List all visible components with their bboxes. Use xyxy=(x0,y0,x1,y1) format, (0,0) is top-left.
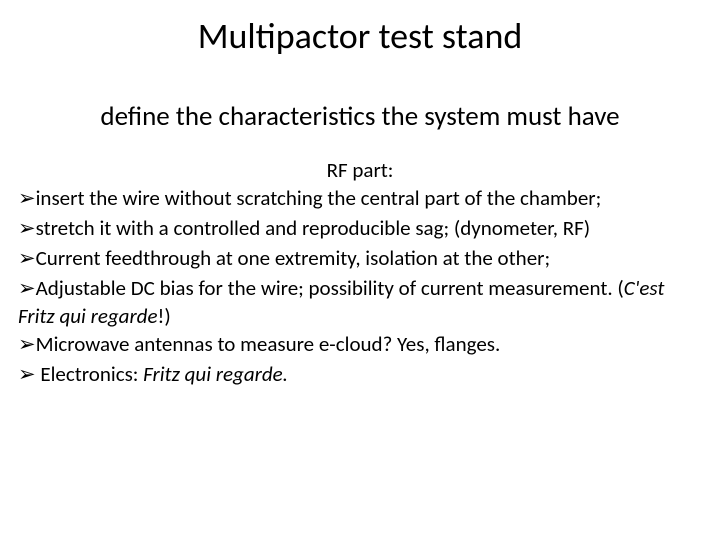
bullet-text: Microwave antennas to measure e-cloud? Y… xyxy=(36,331,501,357)
section-label-rf: RF part: xyxy=(18,157,702,183)
bullet-item: ➢ Electronics: Fritz qui regarde. xyxy=(18,361,702,389)
bullet-text: Adjustable DC bias for the wire; possibi… xyxy=(36,275,624,301)
bullet-item: ➢Microwave antennas to measure e-cloud? … xyxy=(18,331,702,359)
bullet-arrow-icon: ➢ xyxy=(18,186,36,213)
bullet-arrow-icon: ➢ xyxy=(18,362,36,389)
slide: Multipactor test stand define the charac… xyxy=(0,0,720,540)
bullet-item: ➢Adjustable DC bias for the wire; possib… xyxy=(18,275,702,330)
slide-subtitle: define the characteristics the system mu… xyxy=(0,58,720,133)
bullet-arrow-icon: ➢ xyxy=(18,246,36,273)
bullet-text: stretch it with a controlled and reprodu… xyxy=(36,215,591,241)
slide-title: Multipactor test stand xyxy=(0,0,720,58)
bullet-item: ➢stretch it with a controlled and reprod… xyxy=(18,215,702,243)
bullet-text: Electronics: xyxy=(36,361,144,387)
bullet-arrow-icon: ➢ xyxy=(18,216,36,243)
bullet-text: Current feedthrough at one extremity, is… xyxy=(36,245,550,271)
bullet-text: insert the wire without scratching the c… xyxy=(36,185,602,211)
bullet-arrow-icon: ➢ xyxy=(18,276,36,303)
bullet-arrow-icon: ➢ xyxy=(18,332,36,359)
bullet-text-italic: Fritz qui regarde. xyxy=(143,361,288,387)
slide-body: RF part: ➢insert the wire without scratc… xyxy=(0,133,720,389)
bullet-text: !) xyxy=(157,303,170,329)
bullet-item: ➢insert the wire without scratching the … xyxy=(18,185,702,213)
bullet-item: ➢Current feedthrough at one extremity, i… xyxy=(18,245,702,273)
